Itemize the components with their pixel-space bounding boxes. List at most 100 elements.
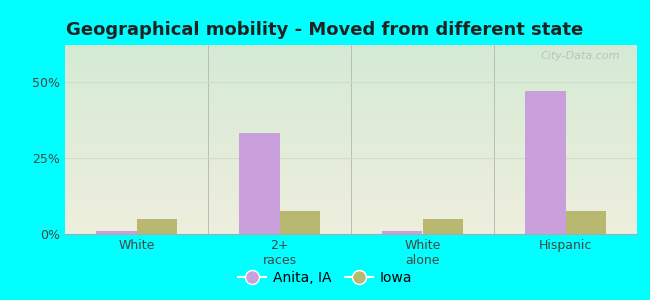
Bar xyxy=(65,230,637,232)
Bar xyxy=(65,94,637,96)
Bar xyxy=(65,74,637,75)
Bar xyxy=(65,55,637,56)
Bar xyxy=(65,206,637,208)
Bar xyxy=(65,166,637,168)
Bar xyxy=(65,141,637,143)
Bar xyxy=(65,81,637,83)
Bar xyxy=(65,106,637,107)
Bar xyxy=(65,154,637,157)
Bar xyxy=(65,170,637,172)
Bar xyxy=(65,204,637,206)
Bar xyxy=(65,164,637,166)
Bar xyxy=(65,200,637,202)
Bar xyxy=(65,111,637,113)
Bar xyxy=(65,100,637,102)
Bar xyxy=(65,122,637,124)
Bar xyxy=(280,211,320,234)
Bar xyxy=(422,219,463,234)
Bar xyxy=(65,103,637,106)
Bar xyxy=(65,149,637,151)
Bar xyxy=(65,208,637,209)
Bar xyxy=(65,68,637,70)
Bar xyxy=(65,136,637,138)
Bar xyxy=(65,45,637,47)
Bar xyxy=(65,223,637,224)
Bar xyxy=(65,202,637,204)
Bar xyxy=(65,183,637,185)
Bar xyxy=(65,60,637,62)
Bar xyxy=(65,213,637,215)
Bar xyxy=(65,58,637,60)
Bar xyxy=(65,140,637,141)
Bar xyxy=(65,71,637,74)
Bar xyxy=(65,158,637,160)
Bar xyxy=(65,185,637,187)
Bar xyxy=(65,211,637,213)
Text: City-Data.com: City-Data.com xyxy=(540,51,620,61)
Bar xyxy=(65,151,637,153)
Bar xyxy=(65,143,637,145)
Bar xyxy=(65,147,637,149)
Bar xyxy=(65,83,637,85)
Bar xyxy=(65,77,637,79)
Bar xyxy=(65,194,637,196)
Bar xyxy=(65,189,637,190)
Bar xyxy=(65,219,637,221)
Bar xyxy=(65,226,637,228)
Bar xyxy=(65,179,637,181)
Bar xyxy=(65,198,637,200)
Bar xyxy=(65,56,637,58)
Bar xyxy=(65,177,637,179)
Bar xyxy=(65,62,637,64)
Bar xyxy=(136,219,177,234)
Bar xyxy=(65,162,637,164)
Bar xyxy=(96,231,136,234)
Bar xyxy=(65,124,637,126)
Bar xyxy=(65,126,637,128)
Bar xyxy=(525,91,566,234)
Bar xyxy=(65,98,637,100)
Bar xyxy=(65,64,637,66)
Bar xyxy=(65,70,637,71)
Bar xyxy=(65,224,637,226)
Bar xyxy=(65,157,637,158)
Bar xyxy=(65,128,637,130)
Bar xyxy=(65,209,637,211)
Bar xyxy=(65,115,637,117)
Bar xyxy=(65,66,637,68)
Bar xyxy=(65,47,637,49)
Bar xyxy=(566,211,606,234)
Bar xyxy=(65,92,637,94)
Bar xyxy=(65,49,637,51)
Bar xyxy=(65,96,637,98)
Bar xyxy=(65,190,637,192)
Legend: Anita, IA, Iowa: Anita, IA, Iowa xyxy=(232,265,418,290)
Bar xyxy=(65,232,637,234)
Bar xyxy=(65,217,637,219)
Bar xyxy=(65,153,637,154)
Bar xyxy=(65,192,637,194)
Bar xyxy=(65,51,637,52)
Bar xyxy=(65,130,637,132)
Bar xyxy=(65,196,637,198)
Bar xyxy=(65,117,637,119)
Bar xyxy=(65,90,637,92)
Bar xyxy=(382,231,422,234)
Bar xyxy=(65,119,637,121)
Bar xyxy=(65,113,637,115)
Bar xyxy=(65,132,637,134)
Bar xyxy=(65,88,637,90)
Bar xyxy=(239,134,280,234)
Bar xyxy=(65,109,637,111)
Bar xyxy=(65,79,637,81)
Bar xyxy=(65,172,637,173)
Text: Geographical mobility - Moved from different state: Geographical mobility - Moved from diffe… xyxy=(66,21,584,39)
Bar xyxy=(65,52,637,55)
Bar xyxy=(65,221,637,223)
Bar xyxy=(65,107,637,109)
Bar xyxy=(65,181,637,183)
Bar xyxy=(65,168,637,170)
Bar xyxy=(65,138,637,140)
Bar xyxy=(65,102,637,103)
Bar xyxy=(65,134,637,136)
